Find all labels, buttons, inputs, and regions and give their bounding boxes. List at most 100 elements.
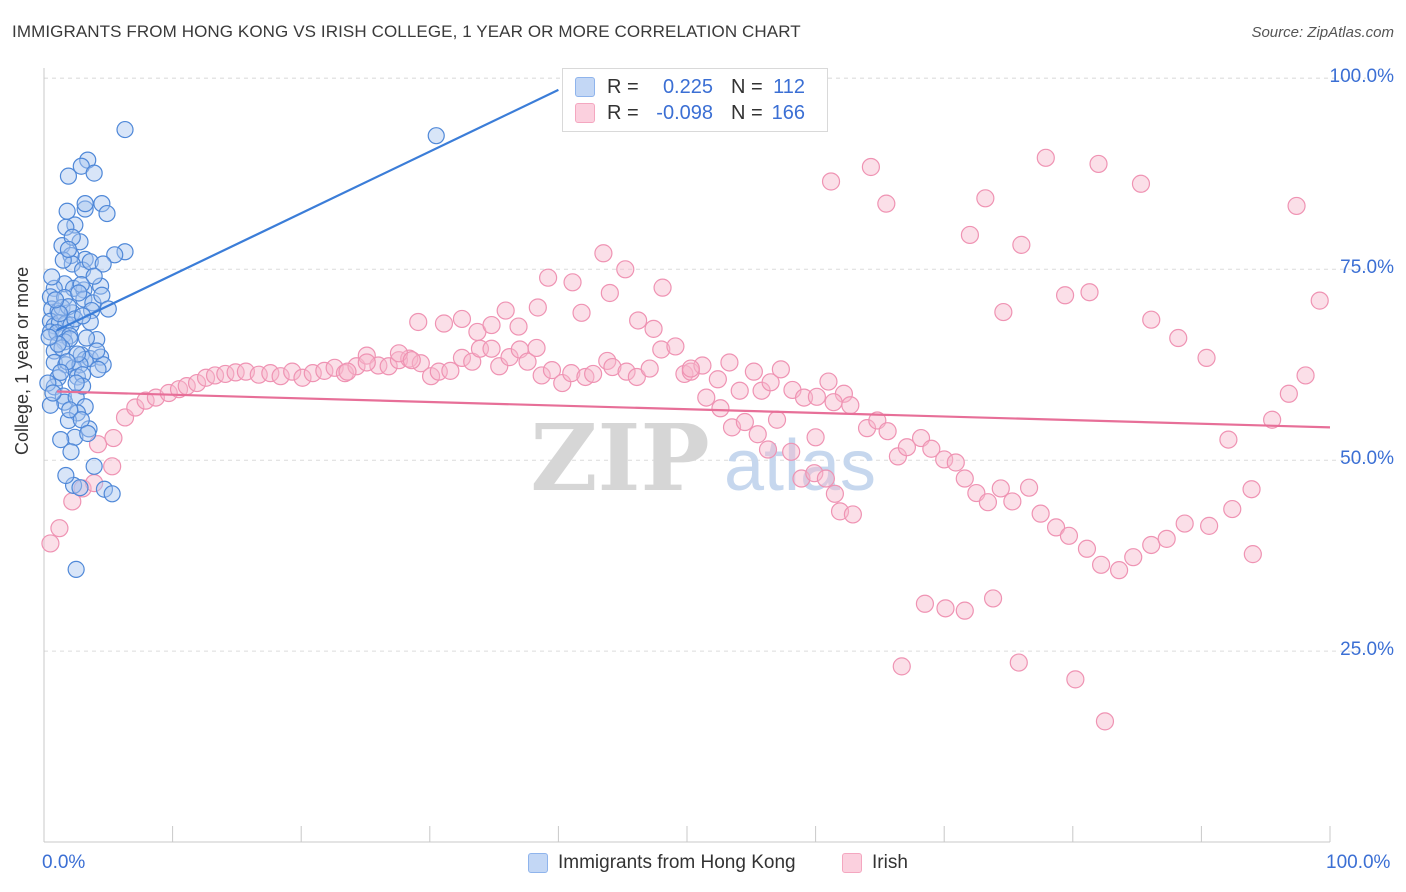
data-point-irish [994,302,1013,322]
data-point-irish [991,479,1010,498]
x-tick-label: 0.0% [42,852,86,873]
data-point-irish [693,356,712,375]
data-point-irish [1169,328,1188,348]
data-point-hong-kong [58,353,76,371]
data-point-irish [627,367,646,387]
legend-n-label: N = [731,75,763,98]
data-point-irish [303,364,322,383]
data-point-hong-kong [91,277,110,295]
data-point-irish [527,338,546,358]
data-point-irish [1263,410,1282,429]
trend-line-hong-kong [56,88,559,332]
data-point-irish [1019,478,1039,497]
legend-swatch-hong-kong [575,77,595,97]
data-point-irish [1142,535,1161,555]
data-point-irish [816,469,835,488]
data-point-irish [735,412,754,432]
data-point-hong-kong [59,240,78,259]
data-point-irish [1080,283,1099,302]
data-point-irish [482,339,501,358]
data-point-hong-kong [77,329,96,347]
data-point-hong-kong [43,268,61,286]
data-point-irish [553,373,572,393]
data-point-irish [357,353,376,372]
legend-swatch-irish [575,103,595,123]
data-point-irish [983,589,1003,608]
data-point-irish [88,435,108,454]
data-point-irish [1310,291,1329,310]
data-point-irish [452,348,472,367]
data-point-irish [1059,526,1079,545]
data-point-irish [681,359,700,378]
data-point-hong-kong [85,267,103,285]
data-point-irish [1124,548,1143,567]
data-point-irish [1223,499,1242,519]
data-point-irish [915,594,935,613]
data-point-irish [861,157,880,177]
data-point-irish [1089,154,1108,174]
data-point-hong-kong [106,246,124,264]
data-point-irish [1157,529,1176,548]
series-irish [41,148,1329,731]
y-tick-label: 25.0% [1340,639,1394,661]
data-point-irish [708,370,727,389]
data-point-irish [357,346,376,365]
data-point-hong-kong [52,430,70,449]
data-point-irish [434,314,454,333]
data-point-irish [226,363,245,382]
data-point-irish [1219,430,1238,449]
data-point-irish [562,364,581,383]
data-point-irish [897,438,917,457]
data-point-hong-kong [70,284,88,302]
legend-row-irish: R = -0.098 N = 166 [575,100,805,126]
data-point-irish [877,194,896,213]
data-point-hong-kong [52,363,70,381]
data-point-irish [126,398,145,417]
data-point-irish [841,396,860,415]
data-point-irish [878,422,897,441]
data-point-irish [629,311,648,330]
data-point-irish [1003,492,1022,511]
legend-n-label: N = [731,101,763,124]
data-point-hong-kong [54,251,72,269]
data-point-irish [819,372,838,391]
data-point-irish [603,357,622,377]
data-point-irish [187,373,207,393]
data-point-hong-kong [67,374,85,392]
data-point-irish [283,362,302,381]
data-point-irish [584,364,603,384]
data-point-irish [572,303,591,322]
data-point-hong-kong [85,457,103,475]
data-point-irish [409,312,428,332]
data-point-irish [1197,348,1216,367]
data-point-hong-kong [59,167,78,185]
data-point-hong-kong [46,291,65,309]
data-point-irish [41,534,60,553]
legend-row-hong-kong: R = 0.225 N = 112 [575,74,805,100]
trend-line-irish [56,390,1331,429]
legend-r-value: 0.225 [662,75,713,98]
y-tick-label: 100.0% [1329,66,1394,88]
data-point-hong-kong [89,360,107,378]
data-point-irish [293,368,312,387]
data-point-irish [922,439,941,458]
legend-n-value: 166 [771,101,805,124]
x-tick-label: 100.0% [1326,852,1391,873]
data-point-irish [518,352,537,371]
data-point-irish [452,309,472,329]
data-point-hong-kong [427,127,445,145]
data-point-irish [1077,539,1097,558]
data-point-irish [761,373,780,392]
data-point-irish [1296,366,1315,385]
data-point-irish [104,428,123,448]
data-point-irish [843,505,862,524]
data-point-hong-kong [116,120,134,139]
data-point-hong-kong [61,401,79,419]
data-point-irish [563,273,582,292]
data-point-irish [617,362,636,381]
data-point-irish [1095,712,1115,731]
data-point-irish [771,360,790,379]
data-point-hong-kong [62,443,80,461]
data-point-irish [825,484,844,503]
data-point-irish [594,244,613,263]
